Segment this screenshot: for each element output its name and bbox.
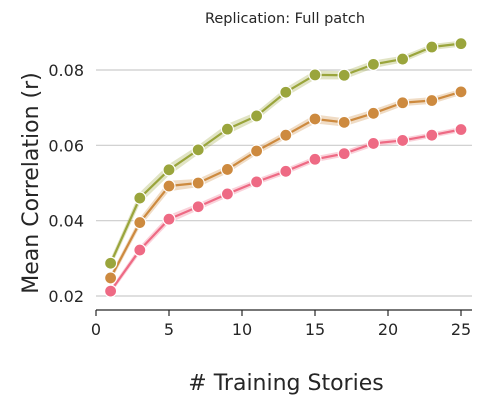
data-point-series-1 — [250, 109, 264, 123]
data-point-series-2 — [308, 112, 322, 126]
confidence-band-series-1 — [110, 40, 461, 268]
data-point-series-1 — [425, 40, 439, 54]
data-point-series-3 — [103, 284, 118, 298]
data-point-series-1 — [103, 256, 118, 270]
data-point-series-1 — [162, 163, 176, 177]
data-point-series-1 — [133, 191, 147, 205]
data-point-series-3 — [191, 200, 205, 214]
data-point-series-3 — [133, 243, 147, 257]
data-point-series-3 — [366, 136, 380, 151]
data-point-series-2 — [396, 96, 410, 110]
y-tick-label: 0.02 — [48, 287, 84, 306]
data-point-series-3 — [279, 164, 293, 178]
data-point-series-1 — [220, 122, 234, 136]
data-point-series-1 — [396, 52, 410, 66]
data-point-series-3 — [337, 147, 351, 161]
data-point-series-1 — [454, 37, 468, 51]
x-axis-label: # Training Stories — [188, 371, 383, 396]
data-point-series-3 — [308, 152, 322, 166]
data-point-series-1 — [337, 68, 351, 82]
data-point-series-3 — [425, 128, 439, 142]
chart-title: Replication: Full patch — [205, 11, 365, 27]
data-point-series-1 — [308, 68, 322, 82]
data-point-series-3 — [396, 133, 410, 148]
data-point-series-2 — [103, 271, 118, 285]
data-points — [103, 37, 468, 298]
x-tick-label: 10 — [232, 320, 252, 339]
data-point-series-2 — [191, 176, 205, 190]
confidence-band-series-3 — [110, 126, 461, 295]
data-point-series-2 — [162, 179, 176, 193]
x-axis-ticks: 0 5 10 15 20 25 — [91, 310, 471, 339]
x-tick-label: 5 — [164, 320, 174, 339]
x-tick-label: 0 — [91, 320, 101, 339]
y-tick-label: 0.04 — [48, 212, 84, 231]
data-point-series-2 — [425, 93, 439, 108]
series-line-1 — [109, 42, 462, 264]
data-point-series-2 — [279, 128, 293, 142]
grid-lines — [96, 69, 472, 297]
y-axis-label: Mean Correlation (r) — [19, 72, 44, 293]
series-line-3 — [109, 128, 462, 292]
data-point-series-2 — [250, 144, 264, 158]
y-tick-label: 0.06 — [48, 136, 84, 155]
y-tick-label: 0.08 — [48, 61, 84, 80]
data-point-series-1 — [366, 57, 380, 71]
x-tick-label: 15 — [305, 320, 325, 339]
data-point-series-3 — [454, 122, 468, 137]
data-point-series-3 — [250, 175, 264, 189]
data-point-series-2 — [337, 115, 351, 129]
data-point-series-1 — [191, 143, 205, 157]
data-point-series-2 — [133, 215, 147, 230]
data-point-series-2 — [366, 106, 380, 120]
data-point-series-1 — [279, 85, 293, 99]
x-tick-label: 20 — [378, 320, 398, 339]
x-tick-label: 25 — [451, 320, 471, 339]
data-point-series-3 — [220, 187, 234, 201]
data-point-series-2 — [220, 162, 234, 177]
y-axis-ticks: 0.02 0.04 0.06 0.08 — [48, 61, 84, 306]
data-point-series-3 — [162, 212, 176, 226]
data-point-series-2 — [454, 85, 468, 99]
